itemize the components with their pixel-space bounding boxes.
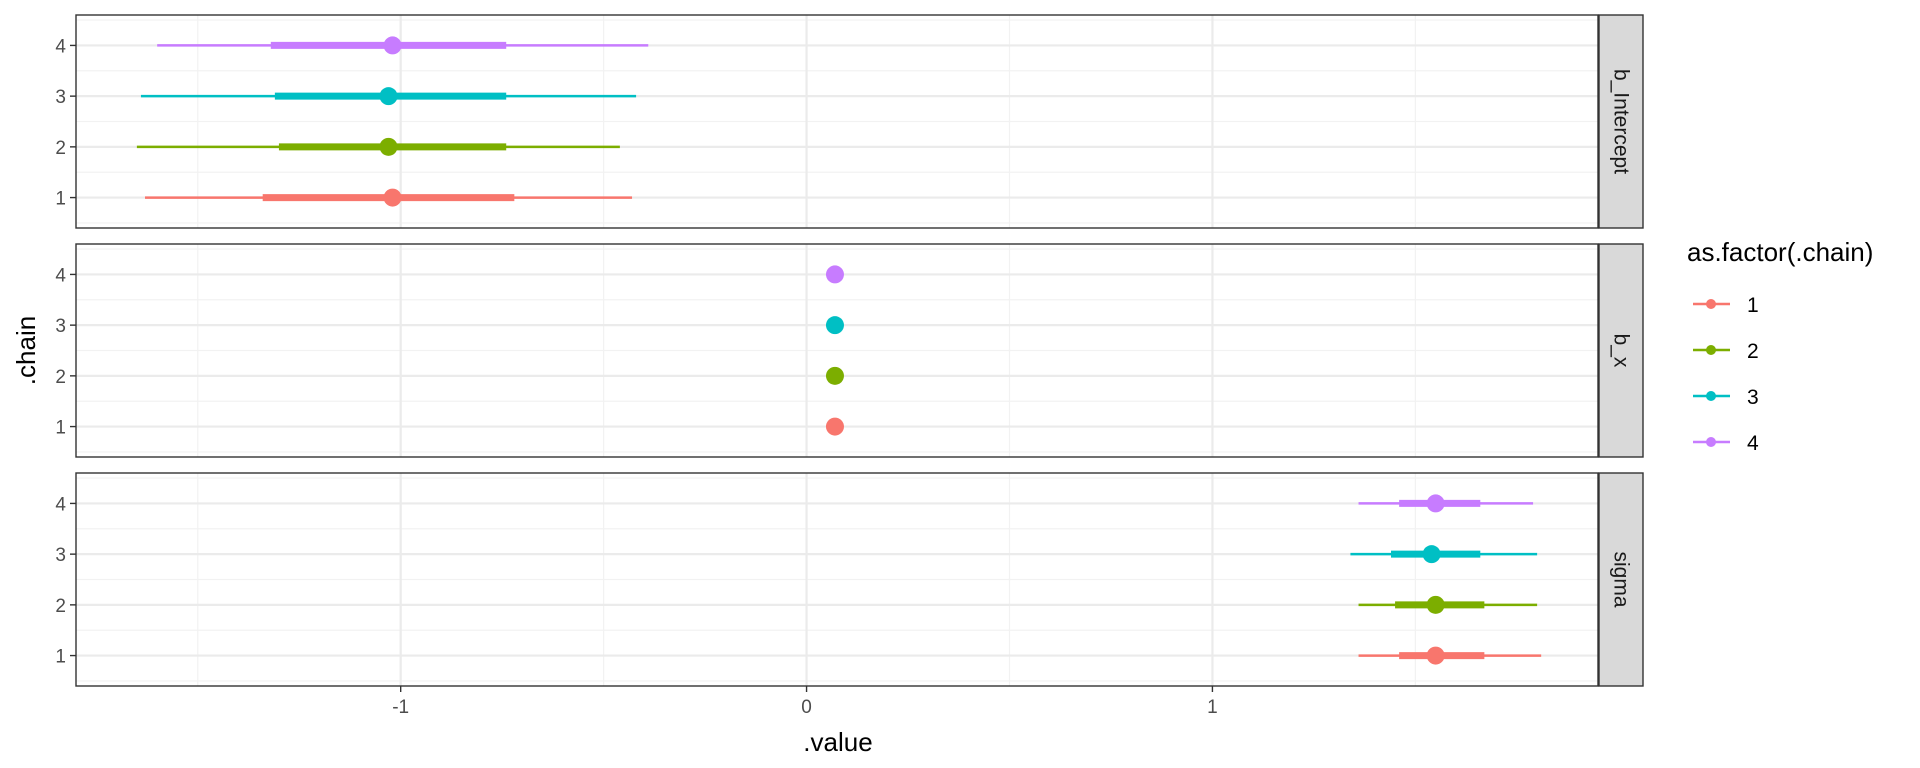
y-tick-label: 3 — [55, 316, 66, 337]
point-estimate — [825, 316, 844, 335]
point-estimate — [1422, 545, 1441, 564]
legend-title: as.factor(.chain) — [1687, 237, 1873, 267]
legend-entry-3: 3 — [1693, 386, 1759, 409]
series-chain-1 — [1358, 646, 1542, 665]
facet-panel-sigma: 1 2 3 4 sigma — [55, 472, 1644, 687]
facet-strip — [1598, 14, 1644, 229]
x-tick-label: -1 — [392, 697, 409, 718]
series-chain-3 — [825, 316, 844, 335]
y-tick-label: 2 — [55, 367, 66, 388]
y-tick-label: 3 — [55, 87, 66, 108]
y-tick-label: 4 — [55, 265, 66, 286]
legend-key-point — [1706, 391, 1716, 401]
legend-entry-4: 4 — [1693, 432, 1759, 455]
point-estimate — [825, 417, 844, 436]
facet-panel-b-x: 1 2 3 4 b_x — [55, 243, 1644, 458]
legend-key-point — [1706, 299, 1716, 309]
point-estimate — [379, 137, 398, 156]
legend-label: 4 — [1747, 432, 1759, 455]
x-tick-label: 0 — [801, 697, 812, 718]
facet-strip — [1598, 243, 1644, 458]
facet-strip — [1598, 472, 1644, 687]
point-estimate — [383, 36, 402, 55]
y-tick-label: 2 — [55, 138, 66, 159]
series-chain-1 — [144, 188, 633, 207]
series-chain-1 — [825, 417, 844, 436]
facet-strip-label: b_Intercept — [1610, 69, 1633, 174]
legend-key-point — [1706, 345, 1716, 355]
point-estimate — [1426, 595, 1445, 614]
series-chain-2 — [136, 137, 620, 156]
y-tick-label: 1 — [55, 418, 66, 439]
y-axis-title: .chain — [11, 316, 41, 385]
series-chain-2 — [825, 366, 844, 385]
panel-border — [75, 243, 1599, 458]
legend-label: 1 — [1747, 294, 1759, 317]
legend-label: 2 — [1747, 340, 1759, 363]
legend-label: 3 — [1747, 386, 1759, 409]
legend-key-point — [1706, 437, 1716, 447]
series-chain-4 — [1358, 494, 1534, 513]
y-tick-label: 1 — [55, 647, 66, 668]
point-estimate — [825, 366, 844, 385]
point-estimate — [1426, 646, 1445, 665]
y-tick-label: 4 — [55, 494, 66, 515]
y-tick-label: 1 — [55, 189, 66, 210]
series-chain-4 — [157, 36, 649, 55]
legend: as.factor(.chain) 1 2 3 4 — [1687, 237, 1873, 455]
y-tick-label: 3 — [55, 545, 66, 566]
point-estimate — [383, 188, 402, 207]
point-estimate — [379, 87, 398, 106]
x-axis-title: .value — [803, 727, 872, 757]
legend-entry-2: 2 — [1693, 340, 1759, 363]
facet-strip-label: sigma — [1610, 551, 1633, 607]
series-chain-4 — [825, 265, 844, 284]
series-chain-2 — [1358, 595, 1538, 614]
series-chain-3 — [1350, 545, 1538, 564]
y-tick-label: 2 — [55, 596, 66, 617]
facet-panel-b-intercept: 1 2 3 4 b_Intercept — [55, 14, 1644, 229]
legend-entry-1: 1 — [1693, 294, 1759, 317]
panel-border — [75, 14, 1599, 229]
panel-border — [75, 472, 1599, 687]
point-estimate — [1426, 494, 1445, 513]
facet-strip-label: b_x — [1610, 334, 1633, 368]
x-tick-label: 1 — [1207, 697, 1218, 718]
point-estimate — [825, 265, 844, 284]
series-chain-3 — [140, 87, 637, 106]
y-tick-label: 4 — [55, 36, 66, 57]
